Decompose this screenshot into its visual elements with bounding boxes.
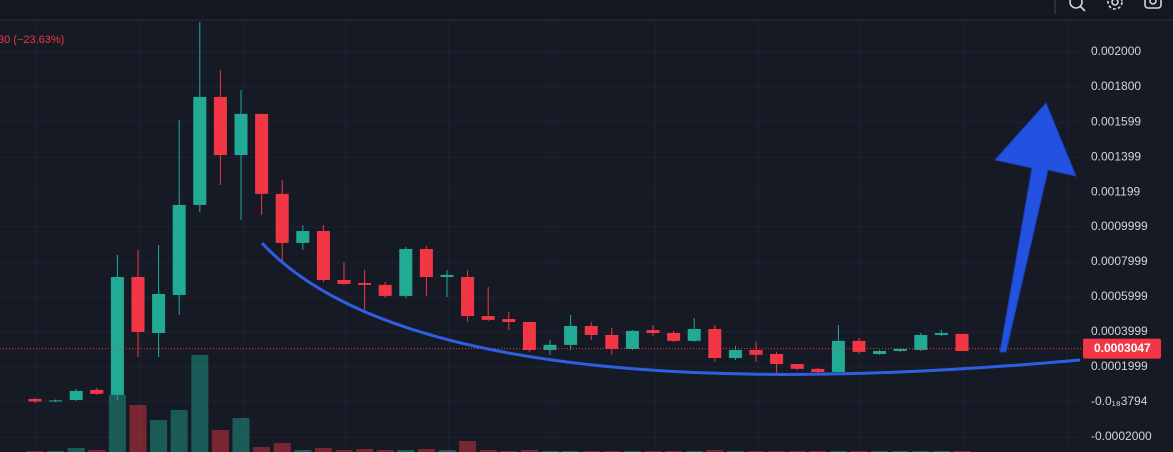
candle-body: [564, 326, 578, 345]
candle-body: [90, 389, 104, 394]
volume-bar: [459, 441, 477, 452]
candle-body: [667, 333, 681, 341]
settings-icon[interactable]: [1107, 0, 1123, 10]
change-label: 30 (−23.63%): [0, 34, 64, 46]
candle-body: [914, 334, 928, 350]
candle-body: [790, 363, 804, 369]
volume-bar: [314, 448, 332, 452]
candle-body: [275, 193, 289, 243]
candle-body: [131, 277, 145, 332]
annotation-arrow: [994, 102, 1077, 353]
volume-bar: [211, 430, 229, 452]
candle-body: [296, 230, 310, 243]
volume-bar: [438, 450, 456, 452]
y-tick-label: 0.0009999: [1091, 219, 1148, 233]
volume-bar: [67, 448, 85, 452]
candle-body: [728, 349, 742, 359]
volume-bar: [356, 449, 374, 452]
candle-body: [522, 321, 536, 350]
candle-body: [255, 113, 269, 194]
annotation-curve: [260, 241, 1081, 376]
volume-bar: [706, 450, 724, 452]
y-tick-label: 0.0003999: [1091, 324, 1148, 338]
candle-body: [440, 274, 454, 278]
candle-body: [605, 334, 619, 349]
last-price-label: 0.0003047: [1094, 341, 1151, 355]
y-tick-label: 0.001800: [1091, 79, 1141, 93]
candle-body: [481, 316, 495, 320]
candle-body: [811, 368, 825, 373]
candle-body: [49, 400, 63, 402]
volume-bar: [88, 450, 106, 452]
volume-bar: [376, 450, 394, 452]
candle-body: [687, 328, 701, 341]
volume-bar: [335, 450, 353, 452]
volume-bar: [294, 450, 312, 452]
candle-body: [646, 330, 660, 334]
candle-body: [708, 328, 722, 359]
candle-body: [234, 113, 248, 156]
toolbar-icons: [1069, 0, 1162, 12]
candle-body: [69, 390, 83, 401]
toolbar: [0, 0, 1173, 20]
y-tick-label: 0.002000: [1091, 44, 1141, 58]
last-price-box: [1083, 338, 1161, 359]
volume-bar: [170, 410, 188, 452]
candle-body: [316, 230, 330, 280]
candle-body: [543, 344, 557, 350]
candle-body: [584, 326, 598, 335]
candle-body: [193, 96, 207, 205]
y-tick-label: 0.001199: [1091, 184, 1140, 198]
y-tick-label: 0.0007999: [1091, 254, 1148, 268]
search-icon-handle: [1079, 5, 1086, 12]
candle-body: [893, 348, 907, 352]
volume-bar: [150, 420, 168, 452]
candle-body: [152, 293, 166, 334]
y-tick-label: 0.0001999: [1091, 359, 1148, 373]
volume-bar: [129, 405, 147, 452]
plot-area: [0, 22, 1082, 452]
volume-bar: [520, 450, 538, 452]
camera-icon[interactable]: [1144, 0, 1162, 9]
volume-bar: [417, 449, 435, 452]
volume-bar: [397, 450, 415, 452]
candle-body: [502, 319, 516, 322]
candle-body: [461, 277, 475, 317]
candle-body: [831, 340, 845, 373]
volume-bar: [253, 447, 271, 452]
candle-body: [625, 330, 639, 349]
volume-bar: [273, 443, 291, 452]
camera-icon-lens: [1149, 0, 1157, 5]
candle-body: [419, 249, 433, 278]
candle-body: [852, 340, 866, 352]
y-tick-label: 0.001599: [1091, 114, 1141, 128]
candle-body: [213, 96, 227, 156]
volume-bar: [108, 395, 126, 452]
settings-icon-center: [1111, 0, 1119, 6]
candle-body: [399, 249, 413, 296]
candle-body: [770, 354, 784, 364]
candle-body: [378, 284, 392, 296]
y-tick-label: 0.001399: [1091, 149, 1141, 163]
candle-body: [110, 277, 124, 395]
candle-body: [749, 349, 763, 355]
volume-bar: [191, 355, 209, 452]
y-tick-label: 0.0005999: [1091, 289, 1148, 303]
candle-body: [873, 351, 887, 355]
volume-bar: [232, 418, 250, 452]
volume-bar: [479, 450, 497, 452]
candle-body: [934, 333, 948, 335]
candle-body: [172, 204, 186, 296]
candle-body: [337, 279, 351, 285]
candle-body: [358, 282, 372, 285]
candle-body: [955, 333, 969, 352]
candle-body: [28, 398, 42, 402]
y-tick-label: -0.0₁₈3794: [1091, 394, 1148, 408]
vertical-grid: [36, 20, 1068, 452]
y-tick-label: -0.0002000: [1091, 429, 1152, 443]
search-icon[interactable]: [1069, 0, 1083, 9]
